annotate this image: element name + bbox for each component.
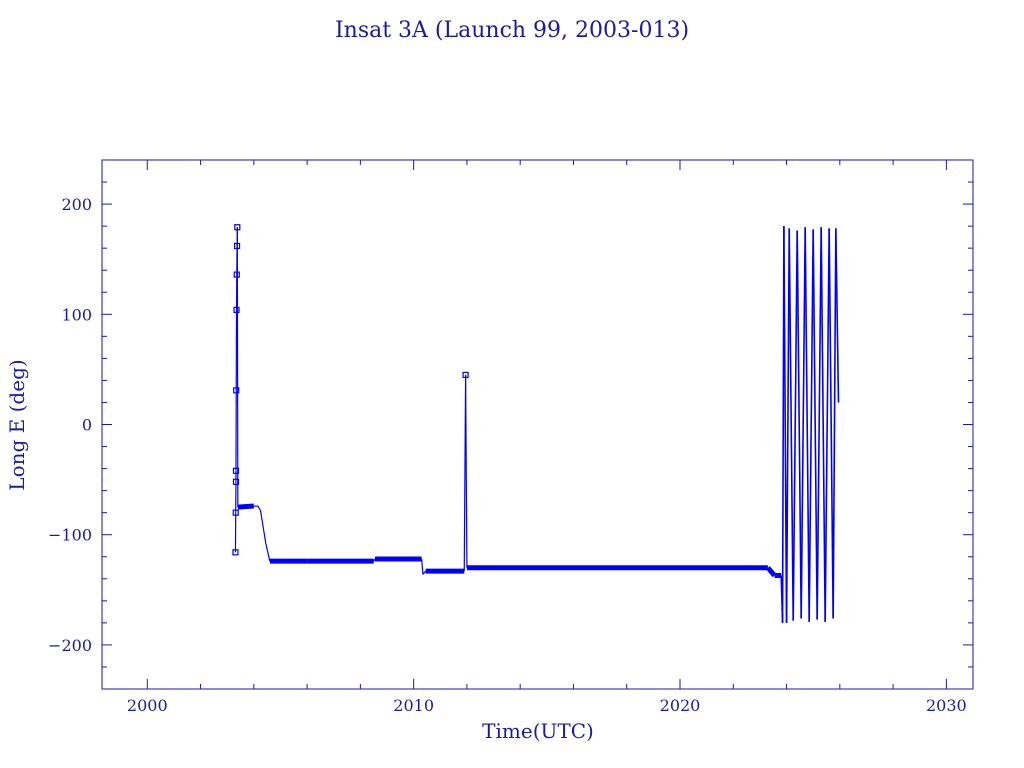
x-tick-label: 2030 [926,696,967,715]
series-segment [824,228,830,622]
series-segment [766,566,777,578]
data-point [462,371,469,379]
series-segment [236,227,239,508]
y-tick-label: −100 [48,526,92,545]
axis-tick-labels: 2000 2010 2020 2030 −200 −100 0 100 200 [48,195,967,715]
axis-ticks [102,159,973,690]
series-segment [785,228,791,623]
series-group [234,226,840,623]
series-segment [812,229,818,620]
y-tick-label: 0 [82,416,92,435]
series-segment [257,505,261,511]
series-segment [373,558,376,562]
y-tick-label: 200 [61,195,92,214]
series-segment [796,230,802,619]
series-segment [237,503,254,510]
series-segment [816,227,822,620]
y-axis-label: Long E (deg) [5,359,29,490]
series-segment [832,228,837,619]
data-point [232,549,239,556]
series-segment [464,374,468,568]
x-tick-label: 2000 [127,696,168,715]
plot-frame [101,159,974,690]
data-point [234,224,241,231]
data-point [233,387,240,394]
x-tick-label: 2010 [393,696,434,715]
series-segment [265,543,271,562]
data-point [233,306,240,313]
y-tick-label: −200 [48,636,92,655]
series-segment [259,510,267,544]
data-point [233,271,240,278]
chart-title: Insat 3A (Launch 99, 2003-013) [335,18,689,43]
series-segment [792,230,799,621]
marker-group [232,224,469,556]
series-segment [421,558,424,575]
series-segment [804,227,810,622]
y-tick-label: 100 [61,305,92,324]
series-segment [835,228,840,403]
series-segment [820,227,826,622]
x-tick-label: 2020 [660,696,701,715]
series-segment [788,228,795,621]
series-segment [783,226,788,623]
series-segment [828,228,834,619]
series-segment [800,227,806,619]
data-point [232,509,239,516]
x-axis-label: Time(UTC) [482,719,594,743]
series-segment [808,229,814,622]
data-point [233,242,241,250]
series-segment [422,570,427,575]
data-point [232,478,240,485]
data-point [232,467,240,474]
